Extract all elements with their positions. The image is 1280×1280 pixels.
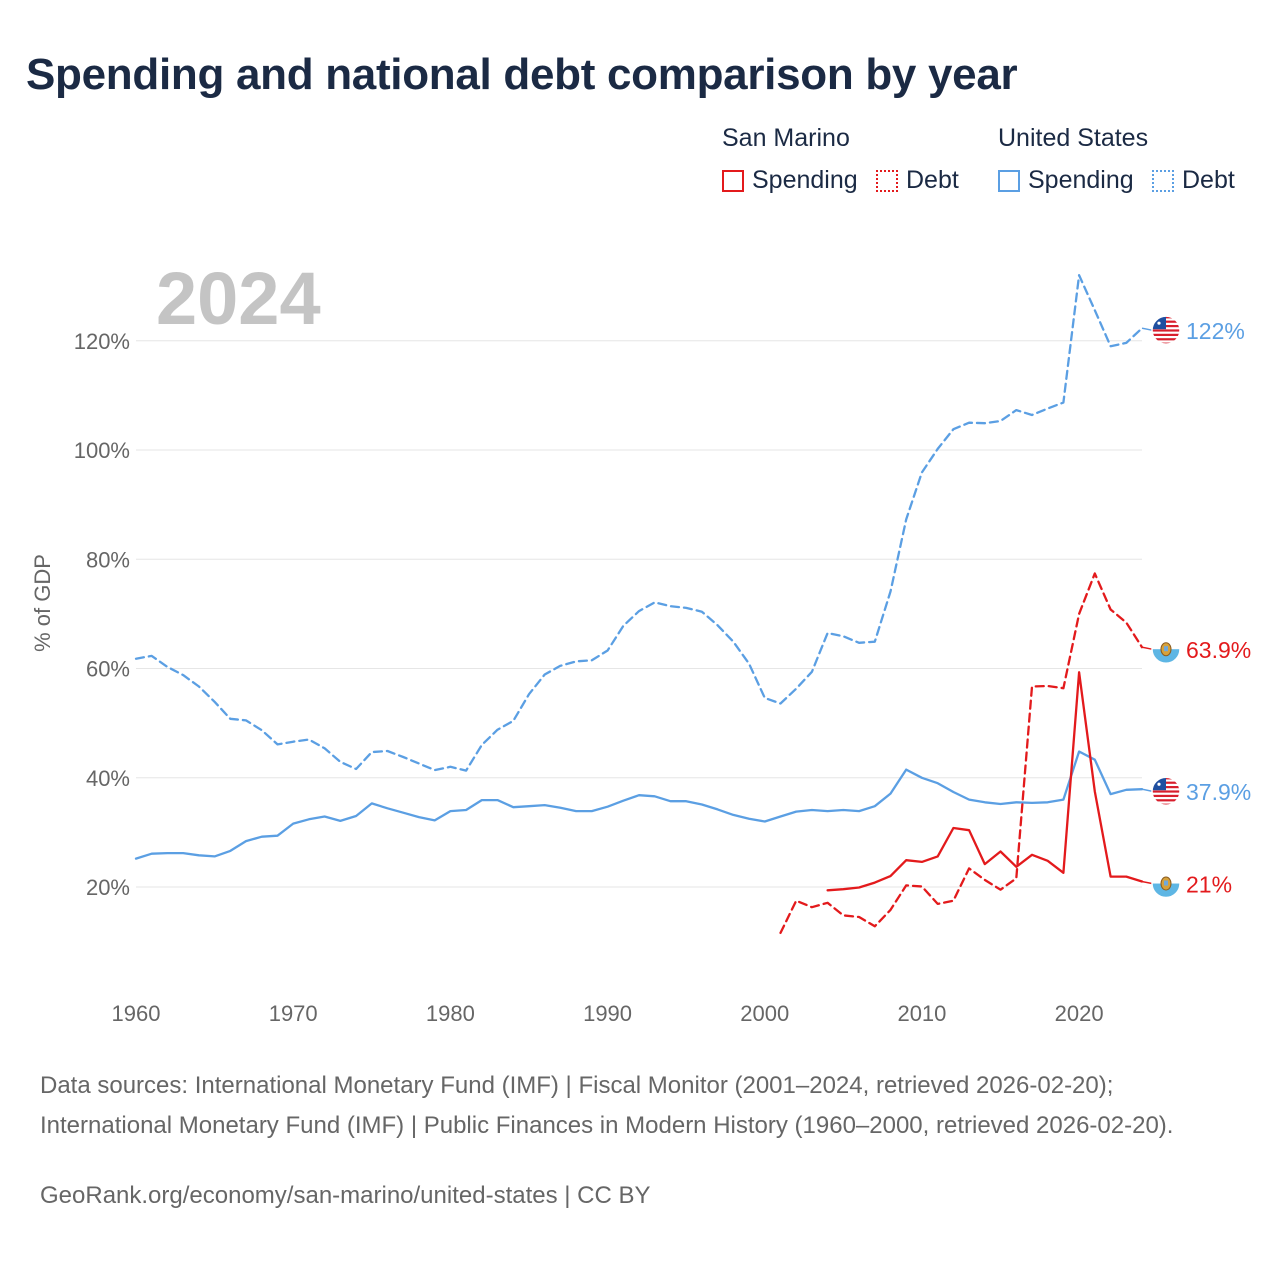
data-sources: Data sources: International Monetary Fun… bbox=[40, 1072, 1174, 1139]
series-line-san-marino-debt[interactable] bbox=[779, 572, 1144, 935]
end-value-label: 37.9% bbox=[1186, 779, 1251, 805]
y-tick-label: 40% bbox=[86, 766, 130, 791]
legend-group-san-marino: San Marino bbox=[722, 124, 850, 152]
credit-link[interactable]: GeoRank.org/economy/san-marino/united-st… bbox=[40, 1182, 651, 1209]
legend-item-united-states-debt[interactable]: Debt bbox=[1152, 166, 1235, 195]
united-states-flag-icon bbox=[1151, 315, 1181, 345]
line-chart: 20% 40% 60% 80% 100% 120% 1960 1970 1980 1990 2000… bbox=[30, 257, 1251, 1026]
x-tick-label: 1960 bbox=[112, 1001, 161, 1026]
end-connector bbox=[1141, 788, 1153, 792]
united-states-flag-icon bbox=[1151, 776, 1181, 806]
legend-item-united-states-spending[interactable]: Spending bbox=[998, 166, 1134, 195]
x-tick-label: 1980 bbox=[426, 1001, 475, 1026]
y-tick-label: 80% bbox=[86, 547, 130, 572]
series-line-united-states-debt[interactable] bbox=[134, 274, 1144, 772]
legend-label: Debt bbox=[1182, 166, 1235, 194]
grid-lines bbox=[136, 340, 1142, 888]
series-line-united-states-spending[interactable] bbox=[134, 750, 1144, 860]
legend-item-san-marino-debt[interactable]: Debt bbox=[876, 166, 959, 195]
end-connector bbox=[1141, 880, 1153, 885]
end-connector bbox=[1141, 327, 1153, 331]
series-line-san-marino-spending[interactable] bbox=[826, 671, 1144, 892]
year-label: 2024 bbox=[156, 257, 321, 340]
san-marino-flag-icon bbox=[1151, 868, 1181, 899]
axis-ticks: 20% 40% 60% 80% 100% 120% 1960 1970 1980 1990 2000… bbox=[74, 329, 1104, 1026]
y-axis-label: % of GDP bbox=[30, 554, 55, 652]
end-connector bbox=[1141, 646, 1153, 650]
x-tick-label: 2000 bbox=[740, 1001, 789, 1026]
series-lines bbox=[134, 274, 1144, 935]
end-value-label: 21% bbox=[1186, 872, 1232, 898]
end-labels: 122% 37.9% 63.9% 21% bbox=[1141, 315, 1251, 899]
legend-swatch-icon bbox=[1152, 169, 1174, 192]
x-tick-label: 1970 bbox=[269, 1001, 318, 1026]
legend-swatch-icon bbox=[876, 169, 898, 192]
y-tick-label: 120% bbox=[74, 329, 130, 354]
legend-label: Spending bbox=[752, 166, 858, 194]
san-marino-flag-icon bbox=[1151, 634, 1181, 664]
legend-item-san-marino-spending[interactable]: Spending bbox=[722, 166, 858, 195]
end-value-label: 63.9% bbox=[1186, 637, 1251, 663]
x-tick-label: 2010 bbox=[897, 1001, 946, 1026]
legend-swatch-icon bbox=[722, 169, 744, 192]
legend-swatch-icon bbox=[998, 169, 1020, 192]
y-tick-label: 100% bbox=[74, 438, 130, 463]
y-tick-label: 20% bbox=[86, 875, 130, 900]
y-tick-label: 60% bbox=[86, 657, 130, 682]
x-tick-label: 1990 bbox=[583, 1001, 632, 1026]
legend-group-united-states: United States bbox=[998, 124, 1149, 152]
end-value-label: 122% bbox=[1186, 318, 1245, 344]
legend-label: Spending bbox=[1028, 166, 1134, 194]
legend-label: Debt bbox=[906, 166, 959, 194]
chart-title: Spending and national debt comparison by… bbox=[26, 50, 1018, 99]
x-tick-label: 2020 bbox=[1055, 1001, 1104, 1026]
